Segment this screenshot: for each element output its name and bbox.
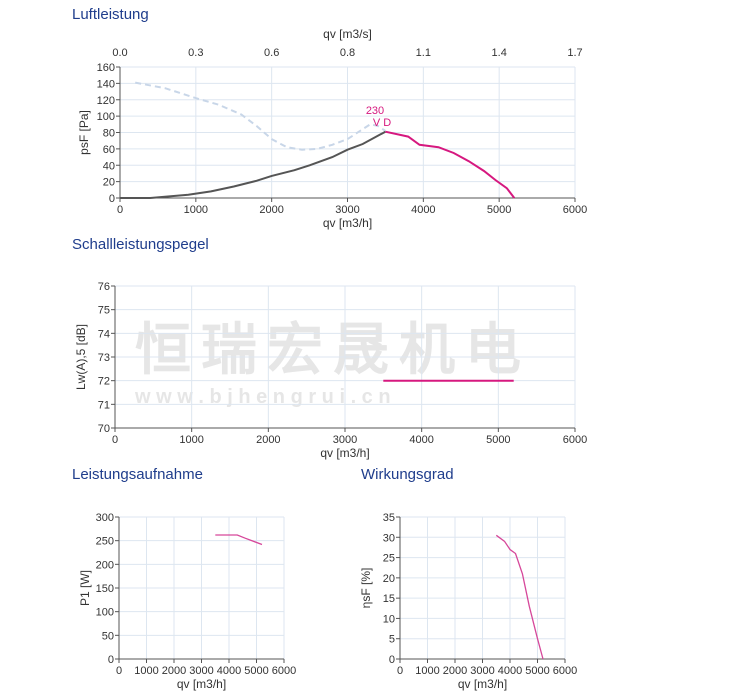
y-tick-label: 300 bbox=[96, 512, 114, 524]
x-tick-label: 3000 bbox=[189, 665, 213, 677]
x-tick-label: 2000 bbox=[259, 204, 283, 216]
y-tick-label: 250 bbox=[96, 536, 114, 548]
y-tick-label: 0 bbox=[109, 193, 115, 205]
x-tick-label: 0 bbox=[117, 204, 123, 216]
y-tick-label: 70 bbox=[98, 423, 110, 435]
annotation-label: V D bbox=[373, 117, 391, 129]
y-tick-label: 140 bbox=[97, 78, 115, 90]
series-line-1 bbox=[120, 130, 386, 199]
x-tick-label: 2000 bbox=[256, 434, 280, 446]
x-axis-label: qv [m3/h] bbox=[320, 446, 369, 460]
x2-tick-label: 0.3 bbox=[188, 47, 203, 59]
x-tick-label: 1000 bbox=[179, 434, 203, 446]
y-tick-label: 10 bbox=[383, 613, 395, 625]
chart-title-leistung: Leistungsaufnahme bbox=[72, 466, 203, 483]
y-tick-label: 160 bbox=[97, 62, 115, 74]
y-tick-label: 76 bbox=[98, 281, 110, 293]
y-tick-label: 100 bbox=[97, 111, 115, 123]
y-tick-label: 35 bbox=[383, 512, 395, 524]
y-tick-label: 73 bbox=[98, 352, 110, 364]
x2-tick-label: 1.7 bbox=[567, 47, 582, 59]
chart-title-schall: Schallleistungspegel bbox=[72, 236, 209, 253]
x-tick-label: 2000 bbox=[443, 665, 467, 677]
chart-title-luftleistung: Luftleistung bbox=[72, 6, 149, 23]
y-tick-label: 200 bbox=[96, 559, 114, 571]
y-axis-label: Lw(A),5 [dB] bbox=[74, 324, 88, 390]
x-tick-label: 4000 bbox=[411, 204, 435, 216]
series-line-2 bbox=[385, 130, 516, 199]
x-tick-label: 3000 bbox=[333, 434, 357, 446]
x-tick-label: 4000 bbox=[409, 434, 433, 446]
x-tick-label: 6000 bbox=[272, 665, 296, 677]
x-tick-label: 3000 bbox=[335, 204, 359, 216]
y-tick-label: 100 bbox=[96, 607, 114, 619]
y-tick-label: 60 bbox=[103, 144, 115, 156]
series-line-0 bbox=[495, 534, 544, 660]
x2-tick-label: 1.4 bbox=[492, 47, 507, 59]
y-tick-label: 150 bbox=[96, 583, 114, 595]
x-axis-label: qv [m3/h] bbox=[458, 677, 507, 691]
x-axis-label: qv [m3/h] bbox=[323, 216, 372, 230]
x-tick-label: 0 bbox=[397, 665, 403, 677]
y-tick-label: 80 bbox=[103, 128, 115, 140]
y-tick-label: 5 bbox=[389, 634, 395, 646]
y-axis-label: ηsF [%] bbox=[359, 568, 373, 609]
y-tick-label: 72 bbox=[98, 376, 110, 388]
x-tick-label: 1000 bbox=[134, 665, 158, 677]
y-tick-label: 0 bbox=[108, 654, 114, 666]
series-line-0 bbox=[215, 534, 263, 546]
series-line-0 bbox=[135, 81, 386, 151]
y-tick-label: 20 bbox=[383, 573, 395, 585]
watermark: 恒瑞宏晟机电 bbox=[135, 318, 531, 381]
y-tick-label: 74 bbox=[98, 328, 110, 340]
y-tick-label: 75 bbox=[98, 305, 110, 317]
y-axis-label: psF [Pa] bbox=[77, 110, 91, 155]
annotation-label: 230 bbox=[366, 105, 384, 117]
chart-title-wirkungsgrad: Wirkungsgrad bbox=[361, 466, 454, 483]
x-tick-label: 6000 bbox=[563, 204, 587, 216]
x-tick-label: 4000 bbox=[217, 665, 241, 677]
y-tick-label: 71 bbox=[98, 399, 110, 411]
x-tick-label: 3000 bbox=[470, 665, 494, 677]
x-tick-label: 0 bbox=[116, 665, 122, 677]
x2-tick-label: 0.0 bbox=[112, 47, 127, 59]
watermark-url: w w w . b j h e n g r u i . c n bbox=[135, 386, 391, 408]
x-tick-label: 5000 bbox=[244, 665, 268, 677]
x-tick-label: 1000 bbox=[184, 204, 208, 216]
x-tick-label: 4000 bbox=[498, 665, 522, 677]
y-tick-label: 120 bbox=[97, 95, 115, 107]
x2-tick-label: 1.1 bbox=[416, 47, 431, 59]
x-tick-label: 5000 bbox=[487, 204, 511, 216]
y-tick-label: 20 bbox=[103, 177, 115, 189]
x-tick-label: 2000 bbox=[162, 665, 186, 677]
x-tick-label: 0 bbox=[112, 434, 118, 446]
x-axis-label: qv [m3/h] bbox=[177, 677, 226, 691]
y-tick-label: 40 bbox=[103, 160, 115, 172]
y-tick-label: 15 bbox=[383, 593, 395, 605]
y-axis-label: P1 [W] bbox=[78, 570, 92, 606]
x-tick-label: 6000 bbox=[563, 434, 587, 446]
x2-tick-label: 0.8 bbox=[340, 47, 355, 59]
y-tick-label: 0 bbox=[389, 654, 395, 666]
y-tick-label: 30 bbox=[383, 532, 395, 544]
x2-tick-label: 0.6 bbox=[264, 47, 279, 59]
x2-axis-label: qv [m3/s] bbox=[323, 27, 372, 41]
x-tick-label: 5000 bbox=[525, 665, 549, 677]
y-tick-label: 50 bbox=[102, 630, 114, 642]
x-tick-label: 5000 bbox=[486, 434, 510, 446]
x-tick-label: 6000 bbox=[553, 665, 577, 677]
x-tick-label: 1000 bbox=[415, 665, 439, 677]
y-tick-label: 25 bbox=[383, 553, 395, 565]
